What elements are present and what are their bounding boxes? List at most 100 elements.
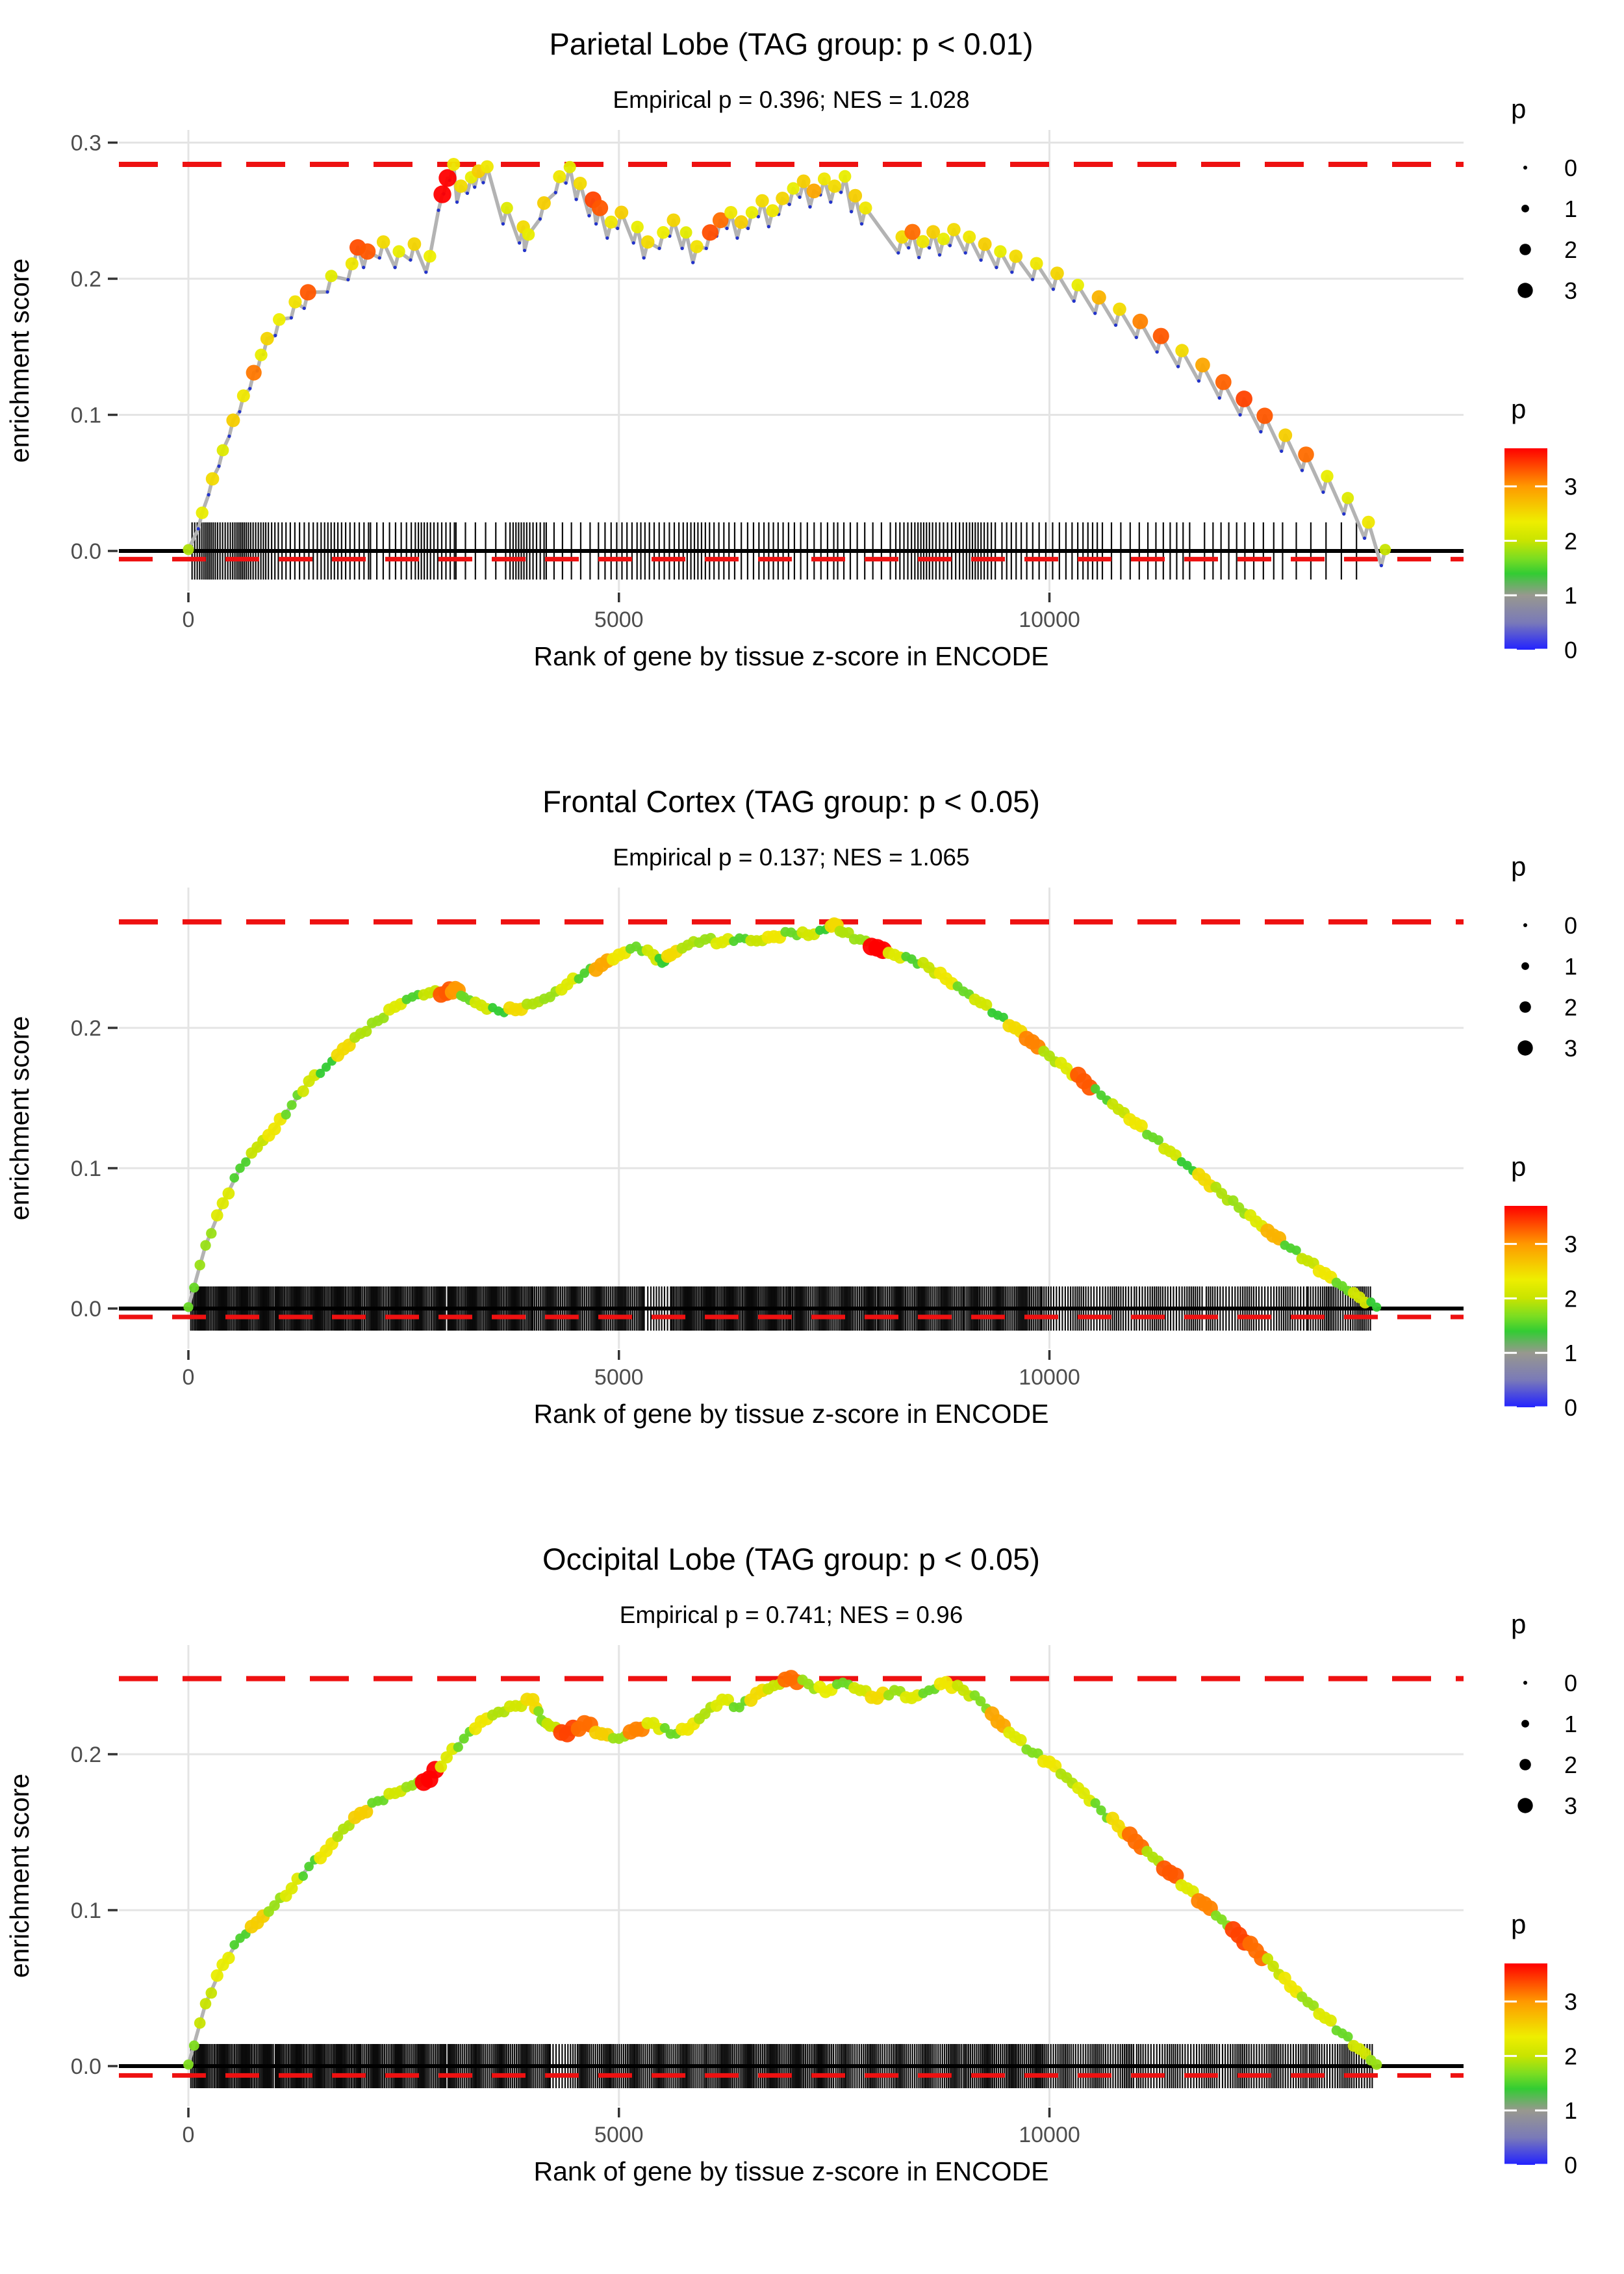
dip-dot xyxy=(1051,287,1056,291)
gene-point xyxy=(226,413,240,428)
dip-dot xyxy=(756,214,761,219)
dip-dot xyxy=(538,217,542,221)
gene-point xyxy=(438,169,457,187)
x-tick-label: 5000 xyxy=(594,1365,644,1390)
plot-panel: 0.0 0.1 0.2 0 5000 10000 xyxy=(71,888,1464,1390)
dip-dot xyxy=(1197,379,1201,383)
dip-dot xyxy=(1093,311,1097,315)
plot-row-frontal: Frontal Cortex (TAG group: p < 0.05) Emp… xyxy=(0,758,1624,1515)
size-legend-label: 3 xyxy=(1564,277,1577,304)
gene-point xyxy=(288,295,302,309)
dip-dot xyxy=(289,316,293,320)
gene-point xyxy=(522,228,535,241)
gene-point xyxy=(734,215,748,229)
dip-dot xyxy=(704,246,708,250)
color-legend: p 3 2 1 0 xyxy=(1504,394,1577,663)
size-legend-dot xyxy=(1517,1798,1533,1813)
gene-point xyxy=(361,1025,372,1037)
gene-point xyxy=(268,1122,281,1136)
dip-dot xyxy=(948,244,952,248)
color-legend-title: p xyxy=(1511,1151,1526,1182)
dip-dot xyxy=(393,266,397,270)
gene-point xyxy=(926,225,941,239)
size-legend-label: 0 xyxy=(1564,912,1577,939)
gene-point xyxy=(447,158,461,171)
gene-point xyxy=(712,212,729,229)
gene-point xyxy=(1195,357,1210,373)
dip-dot xyxy=(963,251,967,255)
gene-point xyxy=(205,472,220,486)
gene-point xyxy=(553,170,566,183)
x-tick-label: 0 xyxy=(183,2123,195,2147)
dip-dot xyxy=(227,434,231,438)
gene-point xyxy=(183,2059,194,2070)
color-legend-bar xyxy=(1504,1963,1547,2165)
gene-point xyxy=(1153,1135,1163,1145)
plot-svg-occipital: Occipital Lobe (TAG group: p < 0.05) Emp… xyxy=(5,1542,1577,2186)
gene-point xyxy=(378,1012,389,1023)
dip-dot xyxy=(437,209,440,212)
gene-point xyxy=(359,243,376,260)
plot-title: Parietal Lobe (TAG group: p < 0.01) xyxy=(549,27,1033,61)
gene-point xyxy=(453,1742,463,1752)
gene-point xyxy=(978,237,992,251)
gene-point xyxy=(1372,1302,1382,1312)
gene-point xyxy=(1113,302,1126,316)
size-legend: p 0 1 2 3 xyxy=(1511,94,1577,304)
dip-dot xyxy=(631,241,635,245)
size-legend-dot xyxy=(1523,1681,1527,1685)
color-legend-title: p xyxy=(1511,1909,1526,1939)
gene-point xyxy=(766,204,780,218)
gene-point xyxy=(657,226,670,239)
dip-dot xyxy=(995,266,998,270)
dip-dot xyxy=(273,333,277,337)
dip-dot xyxy=(377,256,381,260)
gridlines xyxy=(119,1645,1464,2106)
y-tick-label: 0.1 xyxy=(71,1898,101,1923)
dip-dot xyxy=(1113,323,1118,327)
gene-point xyxy=(1014,1733,1027,1746)
y-tick-label: 0.0 xyxy=(71,2054,101,2079)
gene-point xyxy=(734,1702,744,1713)
color-legend-label: 2 xyxy=(1564,2043,1577,2069)
size-legend-dot xyxy=(1521,205,1529,212)
dip-dot xyxy=(473,185,477,189)
dip-dot xyxy=(937,253,942,257)
gene-point xyxy=(828,179,842,193)
plot-subtitle: Empirical p = 0.396; NES = 1.028 xyxy=(613,86,969,113)
dip-dot xyxy=(691,261,695,264)
dip-dot xyxy=(574,198,578,201)
dip-dot xyxy=(725,226,729,231)
gene-point xyxy=(210,1209,223,1221)
gene-point xyxy=(573,177,587,190)
gene-point xyxy=(194,2017,206,2029)
dip-dot xyxy=(594,222,598,226)
color-legend-label: 1 xyxy=(1564,582,1577,609)
gene-point xyxy=(1267,1960,1279,1973)
gene-point xyxy=(1321,470,1334,483)
gene-point xyxy=(806,183,822,199)
gene-point xyxy=(1152,327,1169,344)
size-legend-dot xyxy=(1519,1001,1531,1013)
size-legend-title: p xyxy=(1511,1609,1526,1639)
gene-point xyxy=(260,331,274,346)
gene-point xyxy=(316,1069,325,1079)
dip-dot xyxy=(196,527,200,531)
gene-point xyxy=(299,284,316,301)
gene-point xyxy=(189,1283,199,1293)
gene-point xyxy=(281,1109,291,1120)
gene-point xyxy=(722,1694,734,1706)
gene-point xyxy=(1362,515,1375,529)
size-legend-label: 1 xyxy=(1564,953,1577,980)
size-legend-label: 0 xyxy=(1564,155,1577,181)
y-axis-title: enrichment score xyxy=(5,1774,34,1978)
dip-dot xyxy=(518,241,522,245)
gene-point xyxy=(592,199,609,216)
gene-point xyxy=(1050,266,1064,280)
plot-title: Occipital Lobe (TAG group: p < 0.05) xyxy=(542,1542,1040,1576)
color-legend-label: 3 xyxy=(1564,474,1577,500)
gene-point xyxy=(1132,313,1148,329)
plot-subtitle: Empirical p = 0.137; NES = 1.065 xyxy=(613,844,969,871)
size-legend-dot xyxy=(1521,1720,1529,1728)
